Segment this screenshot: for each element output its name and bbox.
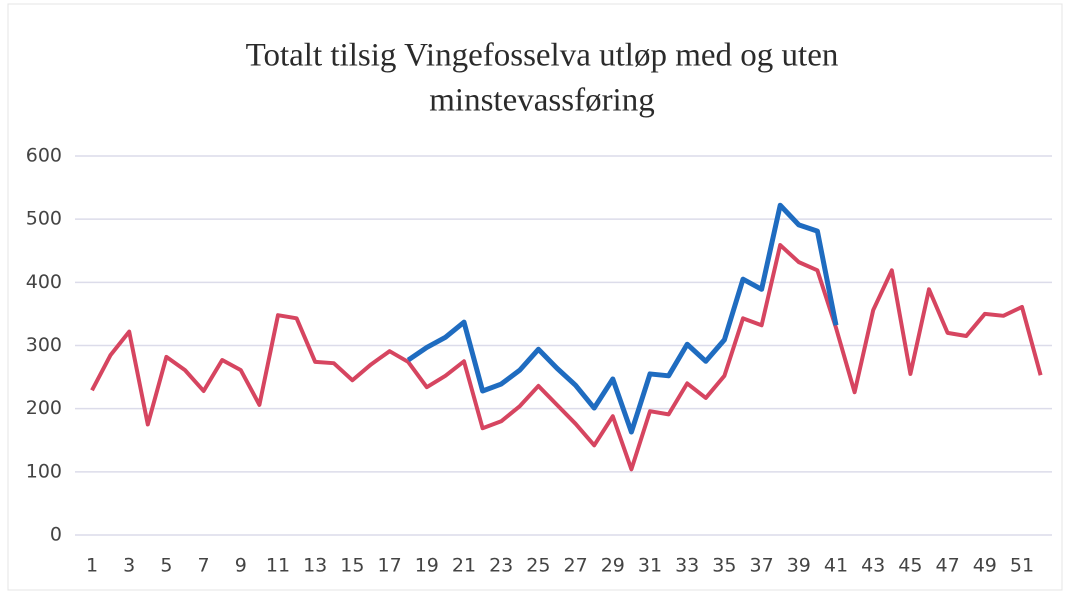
y-tick-label: 500 (26, 208, 62, 230)
x-tick-label: 29 (601, 555, 625, 577)
x-tick-label: 25 (526, 555, 550, 577)
y-tick-label: 400 (26, 271, 62, 293)
y-tick-label: 300 (26, 334, 62, 356)
chart-frame (7, 3, 1063, 591)
x-tick-label: 47 (936, 555, 960, 577)
x-tick-label: 41 (824, 555, 848, 577)
x-tick-label: 7 (198, 555, 210, 577)
x-tick-label: 49 (973, 555, 997, 577)
x-tick-label: 23 (489, 555, 513, 577)
y-tick-label: 0 (50, 524, 62, 546)
x-tick-label: 15 (340, 555, 364, 577)
x-tick-label: 5 (160, 555, 172, 577)
x-tick-label: 3 (123, 555, 135, 577)
series-line (406, 202, 839, 435)
x-tick-label: 33 (675, 555, 699, 577)
y-tick-label: 200 (26, 397, 62, 419)
x-tick-label: 39 (787, 555, 811, 577)
x-tick-label: 35 (712, 555, 736, 577)
x-tick-label: 11 (266, 555, 290, 577)
x-tick-label: 27 (564, 555, 588, 577)
x-tick-label: 13 (303, 555, 327, 577)
x-tick-label: 43 (861, 555, 885, 577)
y-tick-label: 600 (26, 145, 62, 167)
x-tick-label: 9 (235, 555, 247, 577)
x-tick-label: 1 (86, 555, 98, 577)
y-tick-label: 100 (26, 460, 62, 482)
x-tick-label: 31 (638, 555, 662, 577)
x-tick-label: 19 (415, 555, 439, 577)
series-line (90, 243, 1043, 472)
x-tick-label: 21 (452, 555, 476, 577)
x-tick-label: 37 (750, 555, 774, 577)
chart-title: Totalt tilsig Vingefosselva utløp med og… (246, 38, 839, 74)
chart-title: minstevassføring (429, 83, 654, 119)
x-tick-label: 51 (1010, 555, 1034, 577)
x-tick-label: 17 (378, 555, 402, 577)
x-tick-label: 45 (898, 555, 922, 577)
